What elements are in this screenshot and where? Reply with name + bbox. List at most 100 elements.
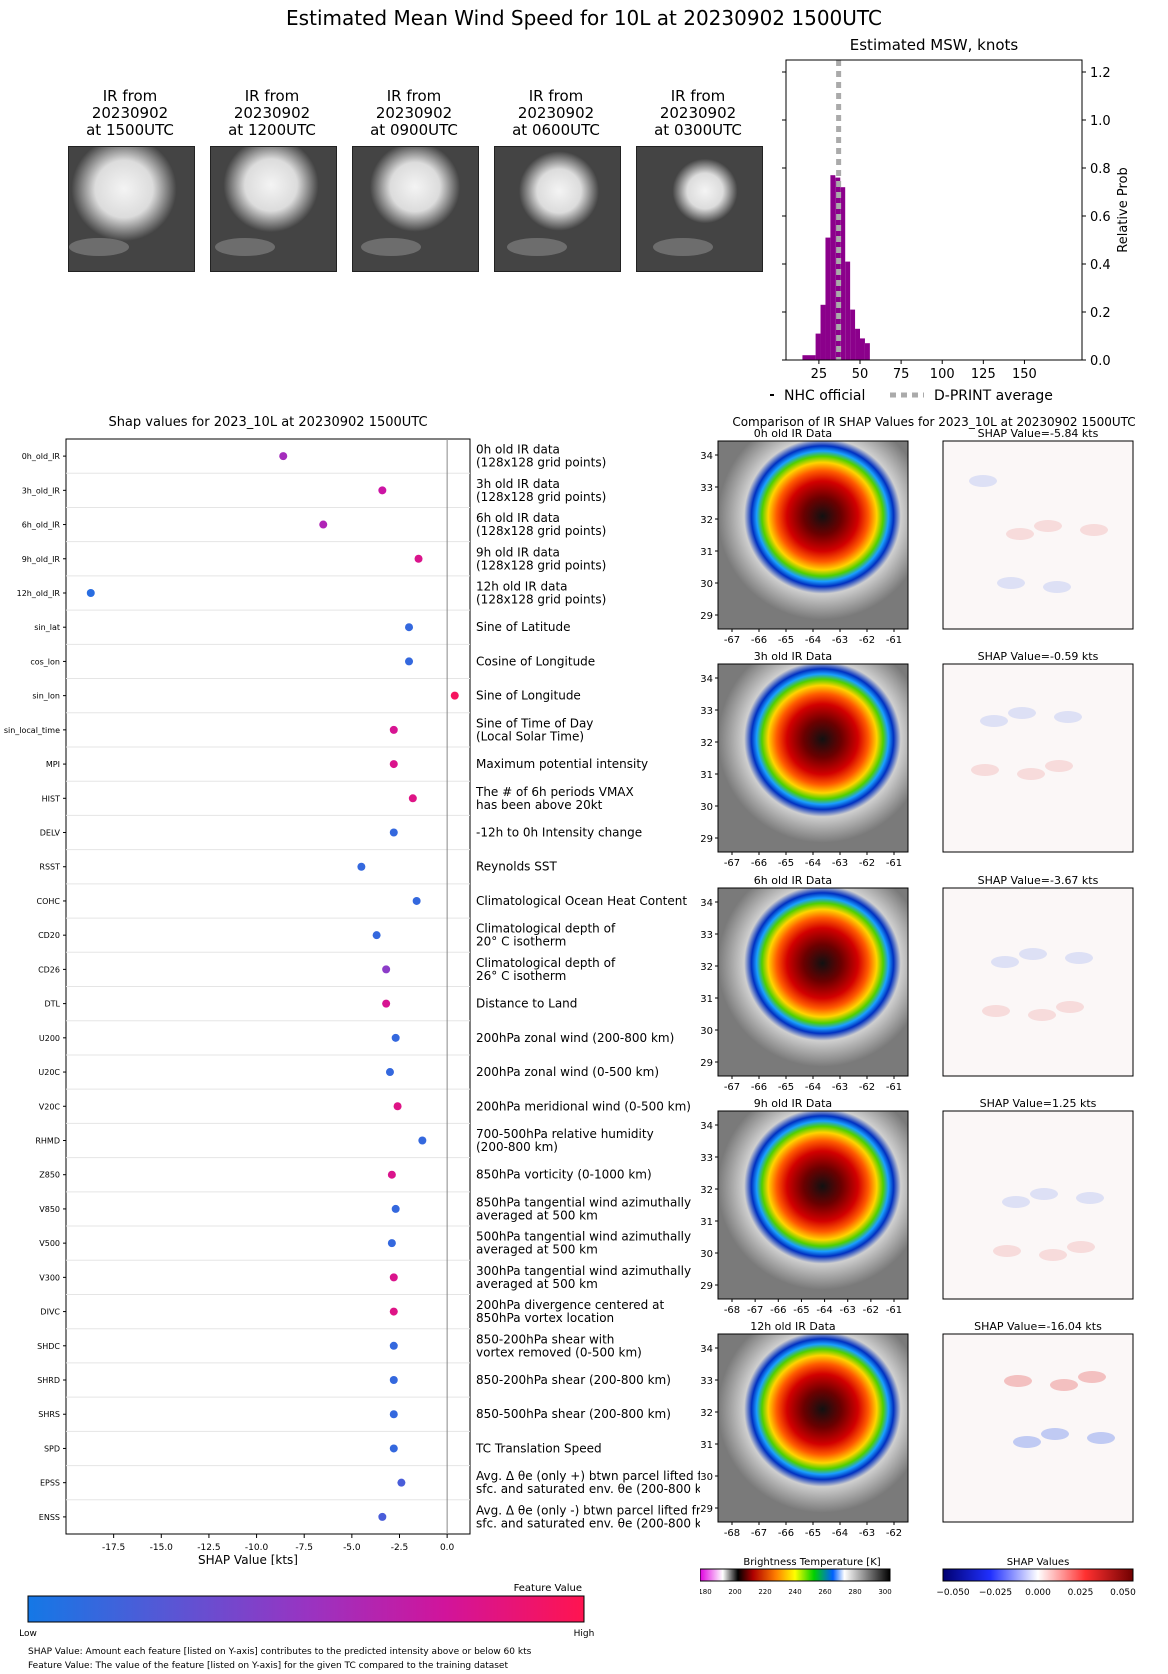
- comparison-title: Comparison of IR SHAP Values for 2023_10…: [732, 415, 1135, 429]
- lat-tick-label: 29: [700, 1504, 713, 1515]
- feature-description: -12h to 0h Intensity change: [476, 826, 642, 840]
- feature-description: 850hPa tangential wind azimuthally: [476, 1195, 691, 1209]
- ir-panel-title: 6h old IR Data: [754, 874, 832, 887]
- lon-tick-label: -62: [886, 1528, 902, 1539]
- lat-tick-label: 33: [700, 706, 713, 717]
- ir-thumbnail-label-line: 20230902: [659, 104, 737, 122]
- y-tick-label: 0.2: [1090, 306, 1111, 321]
- shap-pattern: [1039, 1249, 1067, 1261]
- feature-tick-label: RHMD: [35, 1136, 60, 1145]
- ir-thumbnail-label: IR from 20230902 at 0600UTC: [491, 88, 621, 139]
- feature-colorbar: [27, 1595, 585, 1623]
- x-tick-label: -17.5: [102, 1543, 125, 1553]
- lat-tick-label: 34: [700, 1344, 713, 1355]
- shap-point: [378, 1512, 387, 1521]
- shap-pattern: [993, 1245, 1021, 1257]
- feature-description: 200hPa zonal wind (0-500 km): [476, 1065, 659, 1079]
- feature-tick-label: sin_lon: [32, 692, 60, 701]
- shap-point: [86, 588, 95, 597]
- histogram-bar: [855, 328, 860, 360]
- feature-description: 6h old IR data: [476, 511, 560, 525]
- feature-description: (128x128 grid points): [476, 490, 606, 504]
- feature-description: Cosine of Longitude: [476, 654, 595, 668]
- ir-thumbnail-label-line: IR from: [244, 87, 300, 105]
- feature-description: (Local Solar Time): [476, 729, 584, 743]
- ir-thumbnail-label-line: at 0300UTC: [654, 121, 742, 139]
- shap-panel-image: [942, 1110, 1134, 1300]
- feature-description: 0h old IR data: [476, 443, 560, 457]
- feature-description: Avg. Δ θe (only -) btwn parcel lifted fr…: [476, 1503, 700, 1517]
- x-tick-label: 25: [811, 367, 828, 382]
- shap-point: [393, 1102, 402, 1111]
- feature-tick-label: U200: [39, 1034, 60, 1043]
- shap-point: [389, 1307, 398, 1316]
- lat-tick-label: 31: [700, 1217, 713, 1228]
- lon-tick-label: -68: [724, 1528, 740, 1539]
- bt-colorbar-label: Brightness Temperature [K]: [743, 1557, 880, 1568]
- shap-point: [382, 999, 391, 1008]
- shap-pattern: [1008, 707, 1036, 719]
- lon-tick-label: -64: [805, 1082, 821, 1093]
- lat-tick-label: 31: [700, 547, 713, 558]
- ir-panel-image: [718, 441, 908, 629]
- ir-thumbnail-label: IR from 20230902 at 0900UTC: [349, 88, 479, 139]
- feature-description: Distance to Land: [476, 997, 577, 1011]
- shap-point: [405, 657, 414, 666]
- lat-tick-label: 33: [700, 1376, 713, 1387]
- feature-description: (128x128 grid points): [476, 456, 606, 470]
- bt-colorbar-tick: 220: [758, 1588, 771, 1596]
- shap-pattern: [1054, 711, 1082, 723]
- lon-tick-label: -66: [751, 1082, 767, 1093]
- feature-description: 850hPa vorticity (0-1000 km): [476, 1168, 652, 1182]
- feature-tick-label: 9h_old_IR: [22, 555, 61, 564]
- feature-tick-label: Z850: [39, 1171, 60, 1180]
- feature-description: 20° C isotherm: [476, 935, 566, 949]
- y-tick-label: 0.8: [1090, 162, 1111, 177]
- lat-tick-label: 29: [700, 611, 713, 622]
- histogram-bar: [820, 304, 826, 360]
- feature-description: averaged at 500 km: [476, 1277, 598, 1291]
- feature-tick-label: ENSS: [39, 1513, 60, 1522]
- feature-description: Maximum potential intensity: [476, 757, 648, 771]
- x-tick-label: -2.5: [391, 1543, 409, 1553]
- shap-point: [450, 691, 459, 700]
- shap-point: [382, 965, 391, 974]
- lat-tick-label: 34: [700, 1121, 713, 1132]
- feature-description: 850-200hPa shear (200-800 km): [476, 1373, 671, 1387]
- feature-description: 200hPa zonal wind (200-800 km): [476, 1031, 674, 1045]
- x-tick-label: -5.0: [343, 1543, 361, 1553]
- shap-pattern: [1019, 948, 1047, 960]
- feature-description: TC Translation Speed: [475, 1441, 602, 1455]
- feature-tick-label: 6h_old_IR: [22, 521, 61, 530]
- shap-pattern: [1080, 524, 1108, 536]
- feature-tick-label: SPD: [44, 1444, 60, 1453]
- ir-thumbnail-image: [68, 146, 195, 272]
- shap-pattern: [1056, 1001, 1084, 1013]
- ir-thumbnail-label-line: at 0600UTC: [512, 121, 600, 139]
- x-tick-label: 150: [1012, 367, 1037, 382]
- ir-panel-image: [718, 1111, 908, 1299]
- shap-pattern: [1076, 1192, 1104, 1204]
- shap-point: [389, 1341, 398, 1350]
- shap-colorbar-tick: −0.025: [979, 1588, 1012, 1598]
- lat-tick-label: 34: [700, 898, 713, 909]
- shap-point: [387, 1170, 396, 1179]
- feature-tick-label: DIVC: [40, 1308, 60, 1317]
- feature-description: 850hPa vortex location: [476, 1311, 614, 1325]
- feature-colorbar-title: Feature Value: [514, 1583, 582, 1594]
- shap-pattern: [1050, 1379, 1078, 1391]
- lon-tick-label: -67: [751, 1528, 767, 1539]
- shap-pattern: [1004, 1375, 1032, 1387]
- shap-pattern: [980, 715, 1008, 727]
- feature-tick-label: CD20: [38, 931, 60, 940]
- shap-point: [357, 862, 366, 871]
- shap-pattern: [997, 577, 1025, 589]
- feature-description: The # of 6h periods VMAX: [475, 785, 634, 799]
- shap-pattern: [1028, 1009, 1056, 1021]
- shap-point: [391, 1033, 400, 1042]
- feature-tick-label: V850: [39, 1205, 60, 1214]
- feature-description: sfc. and saturated env. θe (200-800 km): [476, 1482, 700, 1496]
- x-tick-label: 75: [893, 367, 910, 382]
- lat-tick-label: 31: [700, 1440, 713, 1451]
- ir-panel-image: [718, 1334, 908, 1522]
